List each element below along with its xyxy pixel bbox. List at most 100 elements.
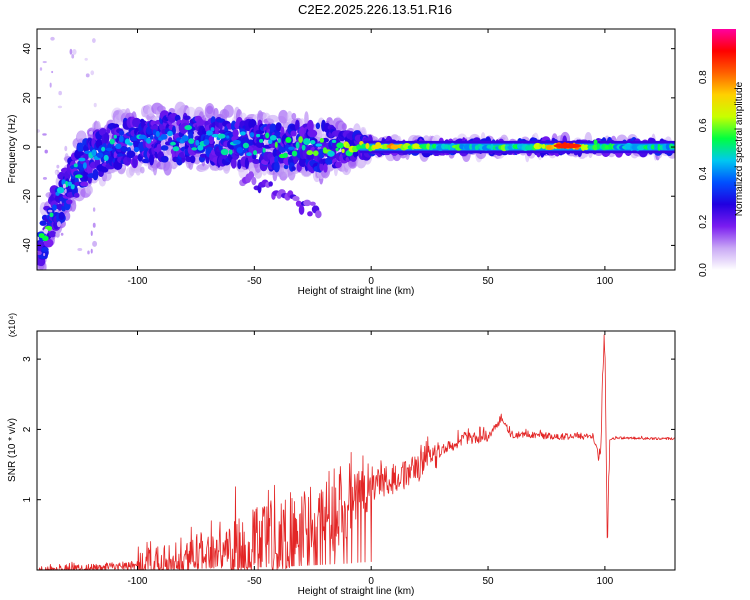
spectral-cell: [223, 104, 234, 118]
spectral-cell: [67, 181, 73, 187]
spectral-cell: [267, 114, 279, 123]
spectral-cell: [85, 73, 90, 78]
spectral-peak: [593, 139, 598, 145]
spectral-cell: [259, 138, 264, 143]
spectral-cell: [459, 144, 465, 150]
spectral-cell: [251, 176, 257, 186]
spectral-cell: [197, 144, 204, 151]
chart-title: C2E2.2025.226.13.51.R16: [298, 2, 452, 17]
colorbar-tick-label: 0.4: [698, 166, 709, 180]
spectral-cell: [59, 201, 62, 204]
spectral-cell: [230, 157, 237, 169]
spectral-cell: [275, 122, 282, 132]
y-tick-label: 40: [22, 43, 33, 55]
spectral-cell: [657, 144, 661, 151]
spectral-cell: [274, 141, 278, 148]
spectral-cell: [291, 150, 298, 157]
spectral-cell: [50, 36, 55, 41]
colorbar-gradient: [712, 29, 736, 270]
spectral-cell: [160, 134, 168, 140]
spectral-cell: [336, 142, 344, 149]
spectral-cell: [278, 109, 289, 124]
spectral-cell: [242, 142, 250, 149]
spectral-cell: [335, 161, 342, 168]
spectral-cell: [303, 138, 311, 145]
spectral-cell: [44, 149, 48, 154]
spectral-cell: [104, 132, 110, 144]
spectrogram-x-ticks: -100 -50 0 50 100: [127, 29, 614, 287]
spectral-cell: [89, 131, 93, 135]
spectrogram-x-axis-label: Height of straight line (km): [298, 286, 415, 297]
spectral-cell: [310, 140, 316, 145]
spectral-cell: [64, 188, 67, 194]
spectral-cell: [292, 196, 300, 202]
spectral-cell: [309, 201, 316, 206]
spectral-cell: [37, 129, 41, 133]
x-tick-label: 100: [597, 576, 614, 587]
spectral-peak: [375, 142, 382, 148]
spectral-cell: [109, 138, 115, 145]
spectral-cell: [92, 168, 99, 181]
spectral-cell: [203, 139, 210, 146]
x-tick-label: 50: [482, 276, 494, 287]
spectral-cell: [93, 102, 97, 108]
spectral-cell: [62, 183, 67, 189]
spectral-cell: [58, 90, 62, 96]
spectral-cell: [47, 209, 53, 213]
spectral-cell: [128, 142, 133, 146]
spectral-cell: [181, 135, 189, 142]
spectral-cell: [288, 146, 295, 150]
spectral-cell: [57, 105, 63, 109]
spectral-cell: [49, 82, 52, 88]
spectral-cell: [56, 221, 61, 228]
spectral-cell: [197, 163, 210, 171]
spectral-cell: [184, 125, 193, 131]
spectral-cell: [298, 204, 305, 215]
spectral-cell: [236, 147, 244, 154]
spectral-cell: [170, 141, 176, 146]
spectral-cell: [407, 145, 413, 150]
spectral-cell: [356, 144, 361, 151]
spectral-cell: [323, 163, 328, 173]
colorbar: 0.0 0.2 0.4 0.6 0.8 Normalized spectral ampl…: [698, 29, 745, 277]
spectral-cell: [211, 133, 220, 138]
spectral-cell: [65, 199, 73, 205]
spectrogram-y-axis-label: Frequency (Hz): [7, 115, 18, 184]
spectral-cell: [73, 192, 80, 198]
spectral-cell: [255, 141, 265, 149]
spectral-cell: [90, 70, 95, 76]
spectrogram-frame: [36, 28, 676, 271]
snr-panel: -100 -50 0 50 100 1 2 3 Height of straight lin…: [7, 313, 676, 597]
y-tick-label: 1: [22, 496, 33, 502]
spectral-cell: [189, 155, 196, 164]
spectral-cell: [171, 125, 176, 136]
spectral-cell: [92, 222, 96, 228]
x-tick-label: 50: [482, 576, 494, 587]
x-tick-label: 100: [597, 276, 614, 287]
spectral-cell: [140, 166, 145, 174]
spectral-cell: [160, 145, 169, 151]
spectral-cell: [215, 118, 226, 123]
spectrogram-panel: -100 -50 0 50 100 -40 -20 0 20 40 Height of stra…: [7, 28, 676, 297]
colorbar-tick-label: 0.8: [698, 70, 709, 84]
spectral-cell: [146, 137, 152, 144]
spectral-peak: [390, 144, 399, 150]
spectral-cell: [195, 139, 200, 146]
spectral-cell: [103, 154, 109, 162]
spectral-cell: [208, 135, 215, 145]
spectral-cell: [51, 70, 54, 74]
spectral-cell: [291, 112, 297, 120]
spectral-cell: [265, 132, 270, 139]
spectral-cell: [82, 162, 87, 169]
spectral-cell: [469, 143, 473, 150]
snr-line-group: [37, 334, 675, 570]
spectral-cell: [183, 115, 191, 121]
spectral-cell: [70, 184, 75, 190]
spectral-cell: [301, 144, 306, 151]
spectral-cell: [57, 203, 63, 211]
spectral-cell: [43, 228, 49, 234]
spectral-cell: [307, 129, 318, 138]
spectral-peak: [345, 143, 350, 149]
spectral-cell: [56, 164, 60, 169]
spectral-cell: [52, 204, 57, 211]
